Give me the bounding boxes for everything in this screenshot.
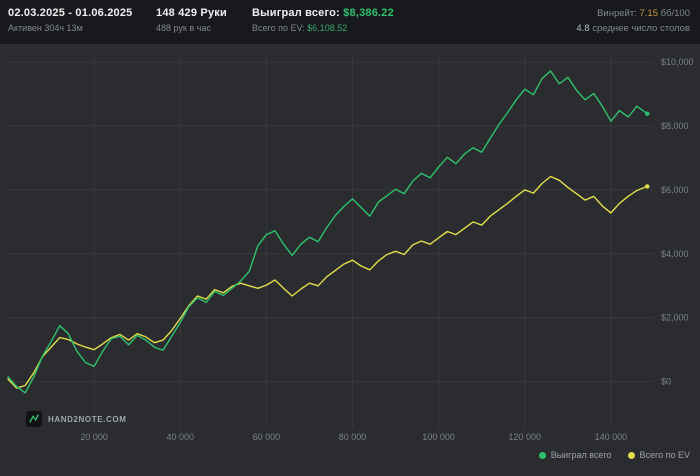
won-value: $8,386.22 — [343, 7, 394, 19]
hands-count: 148 429 Руки — [156, 7, 227, 19]
x-tick-label: 140 000 — [595, 432, 628, 442]
winrate-group: Винрейт: 7.15 бб/100 4.8 среднее число с… — [576, 8, 690, 34]
y-tick-label: $2,000 — [661, 313, 689, 323]
date-range-group: 02.03.2025 - 01.06.2025 Активен 304ч 13м — [8, 7, 132, 33]
x-tick-label: 60 000 — [253, 432, 281, 442]
series-endpoint-ev — [645, 184, 650, 189]
active-time: Активен 304ч 13м — [8, 23, 83, 33]
y-tick-label: $10,000 — [661, 57, 694, 67]
ev-label: Всего по EV: — [252, 23, 305, 33]
date-range: 02.03.2025 - 01.06.2025 — [8, 7, 133, 19]
x-tick-label: 20 000 — [80, 432, 108, 442]
legend-label-ev: Всего по EV — [639, 450, 690, 460]
winnings-group: Выиграл всего: $8,386.22 Всего по EV: $6… — [252, 7, 394, 33]
winnings-line-chart[interactable]: 20 000 40 000 60 000 80 000 100 000 120 000 14… — [0, 44, 700, 476]
hand2note-logo-text: HAND2NOTE.COM — [48, 414, 127, 424]
tables-average-label: среднее число столов — [592, 23, 690, 34]
x-tick-label: 40 000 — [167, 432, 195, 442]
ev-value: $6,108.52 — [307, 23, 348, 33]
hands-per-hour: 488 рук в час — [156, 23, 211, 33]
legend-label-won: Выиграл всего — [550, 450, 612, 460]
legend-dot-ev — [627, 451, 635, 459]
stats-header: 02.03.2025 - 01.06.2025 Активен 304ч 13м… — [0, 0, 700, 44]
won-label: Выиграл всего: — [252, 7, 340, 19]
x-tick-label: 120 000 — [509, 432, 542, 442]
winrate-label: Винрейт: — [597, 8, 637, 19]
y-tick-label: $6,000 — [661, 185, 689, 195]
y-tick-label: $4,000 — [661, 249, 689, 259]
y-tick-label: $0 — [661, 377, 671, 387]
hand2note-logo-icon — [26, 411, 42, 427]
winrate-unit: бб/100 — [660, 8, 690, 19]
series-line-ev — [7, 175, 648, 389]
legend-dot-won — [538, 451, 546, 459]
y-tick-label: $8,000 — [661, 121, 689, 131]
x-tick-label: 80 000 — [339, 432, 367, 442]
chart-legend: Выиграл всего Всего по EV — [538, 450, 690, 460]
hands-group: 148 429 Руки 488 рук в час — [156, 7, 227, 33]
legend-item-ev[interactable]: Всего по EV — [627, 450, 690, 460]
x-tick-label: 100 000 — [422, 432, 455, 442]
winrate-value: 7.15 — [639, 8, 658, 19]
hand2note-logo[interactable]: HAND2NOTE.COM — [26, 411, 126, 427]
series-line-won — [7, 70, 648, 394]
tables-average-value: 4.8 — [576, 23, 590, 34]
series-endpoint-won — [645, 111, 650, 116]
legend-item-won[interactable]: Выиграл всего — [538, 450, 612, 460]
